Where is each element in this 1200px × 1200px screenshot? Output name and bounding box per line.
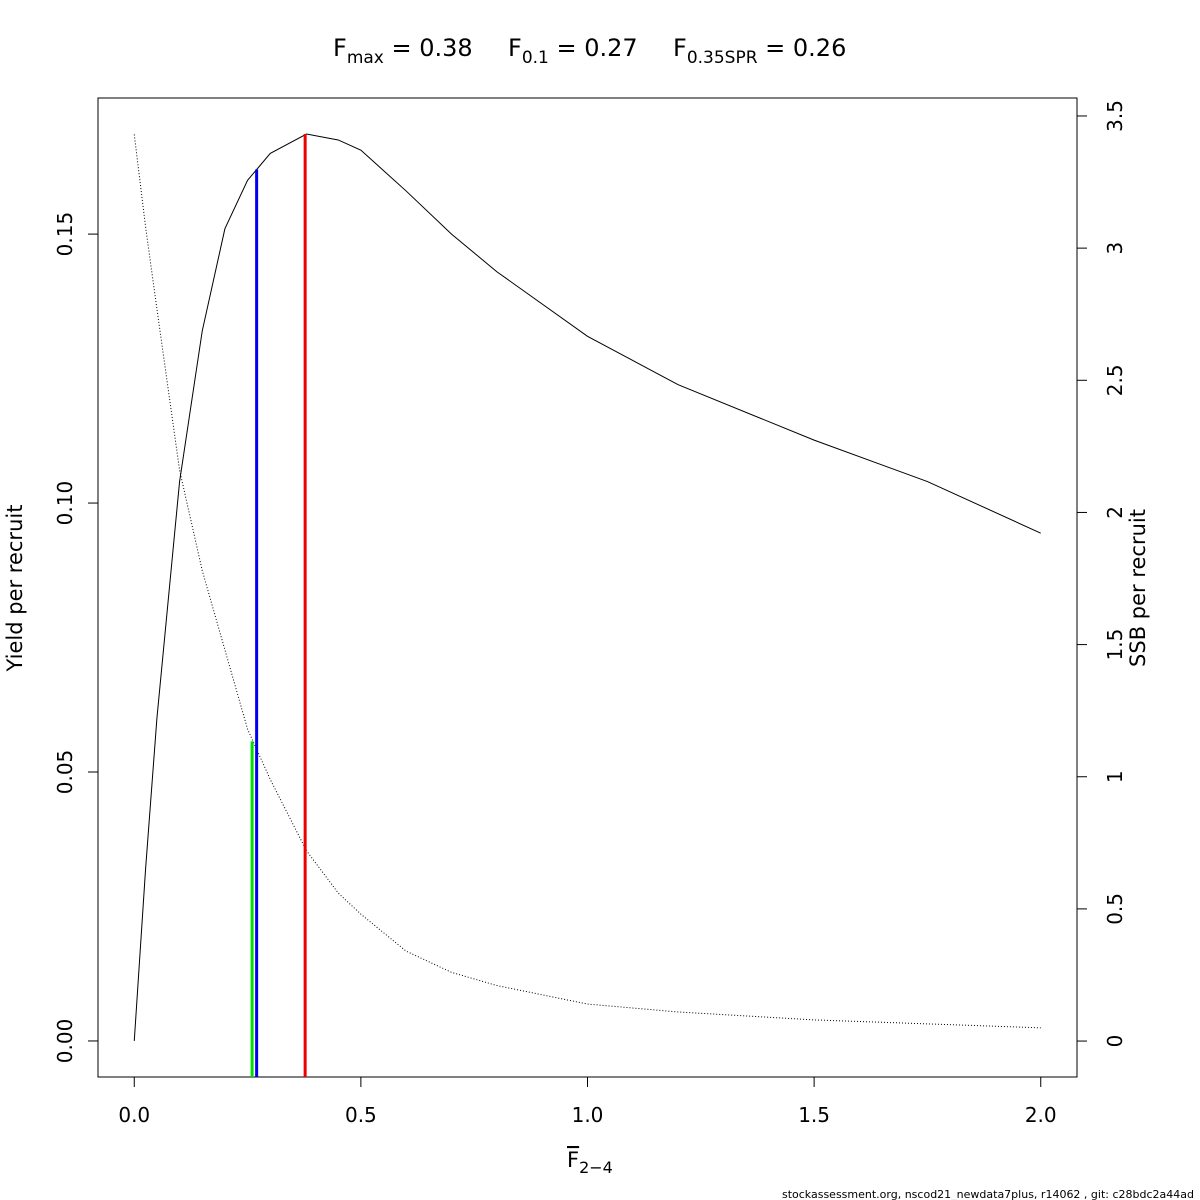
series-line — [133, 133, 1041, 1041]
plot-frame — [97, 97, 1078, 1078]
y-tick-label: 0.15 — [53, 212, 77, 257]
title-symbol: F — [673, 34, 687, 62]
y2-tick-label: 2 — [1103, 506, 1127, 519]
y2-tick-label: 0 — [1103, 1035, 1127, 1048]
x-label-symbol: F — [567, 1148, 579, 1172]
x-axis-label: F2−4 — [567, 1148, 613, 1177]
title-symbol: F — [333, 34, 347, 62]
y2-axis-label: SSB per recruit — [1126, 509, 1150, 667]
title-value: = 0.27 — [549, 34, 638, 62]
y-tick-label: 0.00 — [53, 1019, 77, 1064]
footer: stockassessment.org, nscod21_newdata7plu… — [782, 1188, 1194, 1200]
chart-title: Fmax = 0.38 F0.1 = 0.27 F0.35SPR = 0.26 — [333, 34, 846, 68]
x-label-subscript: 2−4 — [579, 1158, 613, 1177]
x-tick-label: 2.0 — [1025, 1103, 1057, 1127]
x-tick-label: 1.5 — [798, 1103, 830, 1127]
title-value: = 0.38 — [384, 34, 473, 62]
y-tick-label: 0.05 — [53, 750, 77, 795]
title-value: = 0.26 — [758, 34, 847, 62]
title-subscript: 0.35SPR — [687, 48, 758, 68]
y2-tick-label: 2.5 — [1103, 364, 1127, 396]
y2-tick-label: 1 — [1103, 770, 1127, 783]
y2-tick-label: 3.5 — [1103, 100, 1127, 132]
x-tick-label: 0.0 — [118, 1103, 150, 1127]
title-subscript: 0.1 — [522, 48, 549, 68]
title-symbol: F — [508, 34, 522, 62]
y2-tick-label: 3 — [1103, 242, 1127, 255]
y-tick-label: 0.10 — [53, 481, 77, 526]
series-line — [133, 134, 1041, 1029]
y2-tick-label: 0.5 — [1103, 893, 1127, 925]
x-tick-label: 1.0 — [572, 1103, 604, 1127]
x-tick-label: 0.5 — [345, 1103, 377, 1127]
y-axis-label: Yield per recruit — [3, 505, 27, 673]
y2-tick-label: 1.5 — [1103, 629, 1127, 661]
title-subscript: max — [347, 48, 384, 68]
